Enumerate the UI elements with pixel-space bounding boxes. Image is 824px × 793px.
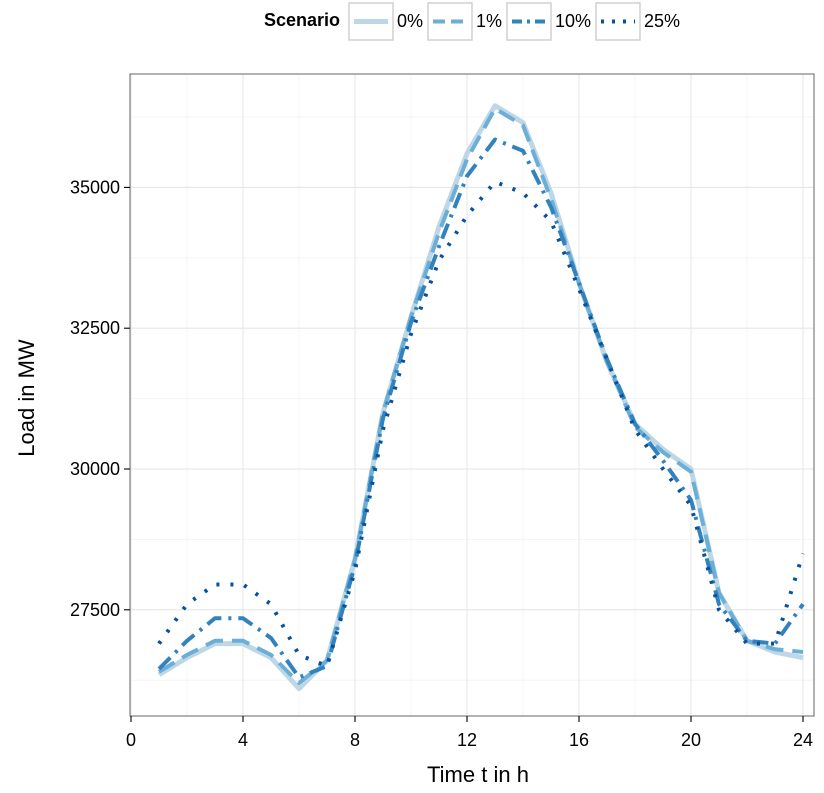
- x-tick-label: 4: [238, 730, 248, 750]
- plot-border: [129, 73, 815, 717]
- x-tick-label: 8: [350, 730, 360, 750]
- y-tick-label: 30000: [70, 459, 120, 479]
- x-axis: 0 4 8 12 16 20 24: [126, 716, 813, 750]
- series-line-3: [157, 137, 805, 680]
- plot-panel: [129, 73, 815, 717]
- legend-label-2: 1%: [476, 11, 502, 31]
- plot-background: [130, 74, 814, 716]
- x-tick-label: 12: [457, 730, 477, 750]
- y-tick-label: 35000: [70, 177, 120, 197]
- series-line-4: [157, 179, 805, 669]
- legend-label-4: 25%: [644, 11, 680, 31]
- legend-title: Scenario: [264, 10, 340, 30]
- legend-label-1: 0%: [397, 11, 423, 31]
- major-gridlines: [130, 74, 814, 716]
- x-tick-label: 16: [569, 730, 589, 750]
- y-axis-label: Load in MW: [14, 339, 39, 457]
- y-axis: 27500 30000 32500 35000: [70, 177, 130, 620]
- minor-gridlines: [130, 74, 814, 716]
- series-lines: [157, 103, 805, 692]
- legend-label-3: 10%: [555, 11, 591, 31]
- x-tick-label: 24: [793, 730, 813, 750]
- x-axis-label: Time t in h: [427, 762, 529, 787]
- x-tick-label: 0: [126, 730, 136, 750]
- series-line-2: [157, 106, 804, 685]
- y-tick-label: 27500: [70, 600, 120, 620]
- legend: Scenario 0% 1% 10% 25%: [264, 2, 680, 41]
- x-tick-label: 20: [681, 730, 701, 750]
- y-tick-label: 32500: [70, 318, 120, 338]
